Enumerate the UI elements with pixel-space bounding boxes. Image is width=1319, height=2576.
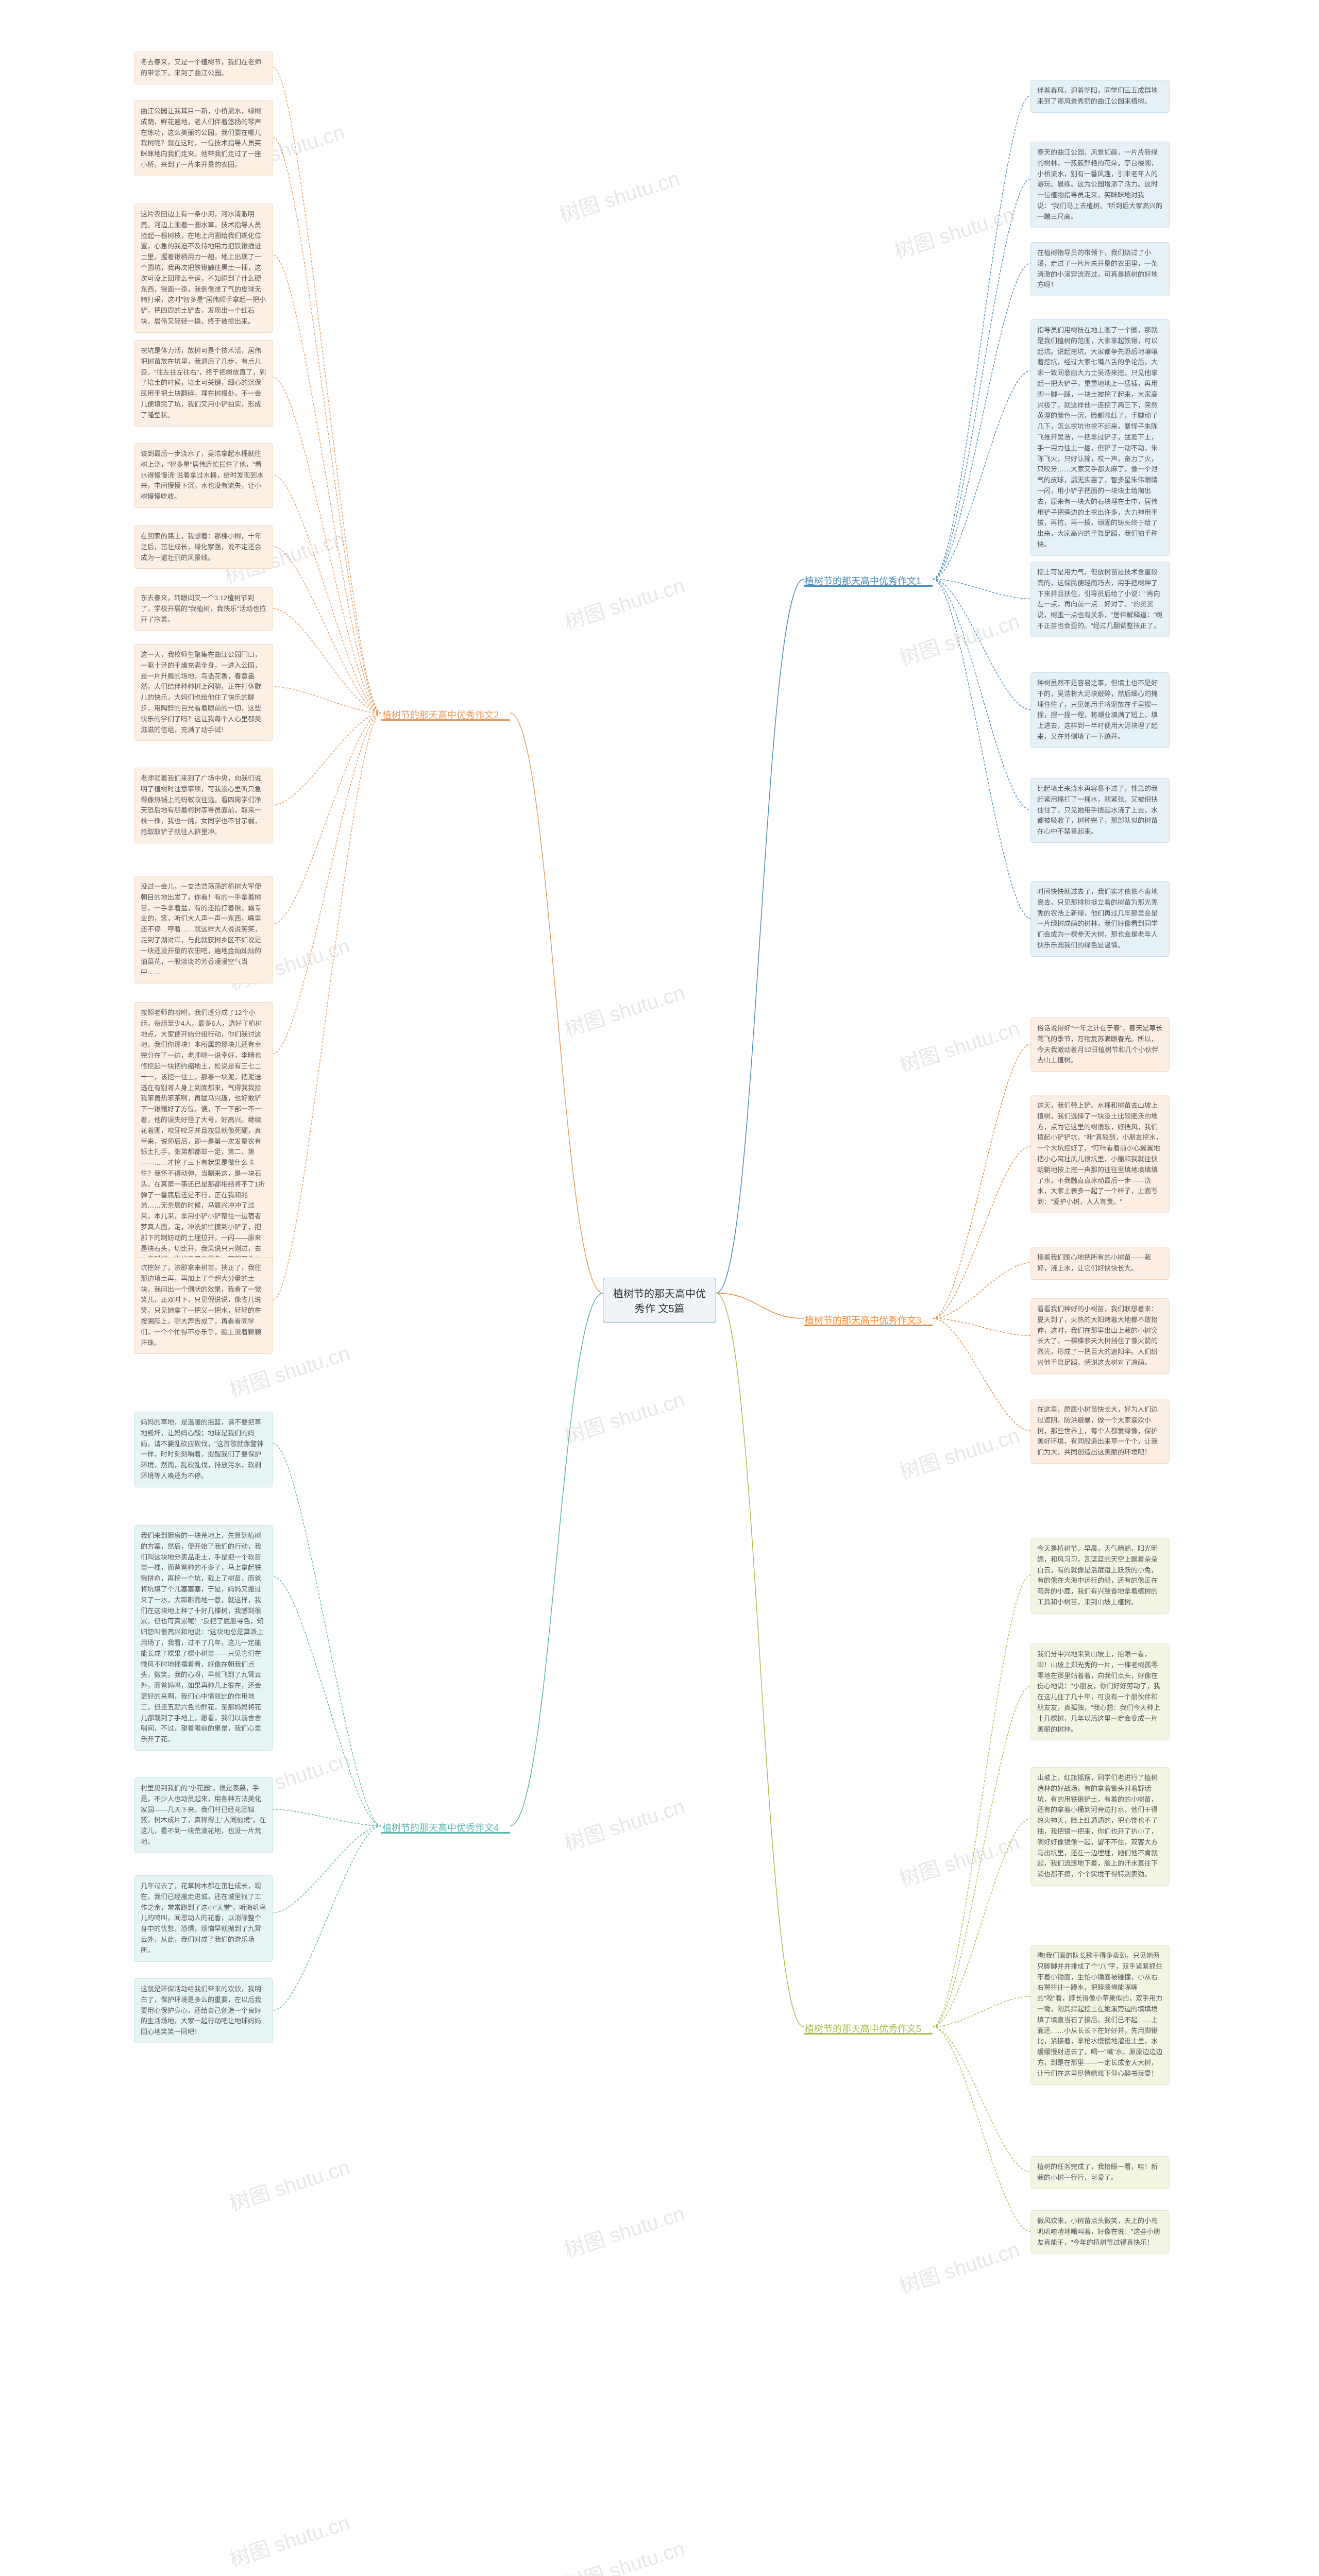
watermark: 树图 shutu.cn [895,1012,1023,1079]
leaf-text: 村里见到我们的"小花园"，很是羡慕，手是，不少人也动员起来，用各种方法美化家园—… [141,1783,266,1848]
watermark: 树图 shutu.cn [560,2197,688,2264]
leaf-box: 俗话说得好"一年之计在于春"，春天是草长莺飞的季节，万物复苏满眼春光。所以，今天… [1030,1018,1170,1072]
leaf-text: 东去春来，转眼间又一个3.12植树节到了，学校开展的"我植树，我快乐"活动也拉开… [141,593,266,625]
branch-underline [381,719,510,721]
leaf-text: 山坡上，红旗摇摆，同学们老进行了植树造林的好战场，有的拿着锄头对着野话坑，有的用… [1037,1773,1163,1880]
watermark: 树图 shutu.cn [560,569,688,636]
leaf-text: 曲江公园让我耳目一新，小桥流水，绿树成荫，鲜花遍地，老人们伴着悠扬的琴声在练功，… [141,106,266,171]
leaf-text: 这片农田边上有一条小河，河水清澈明亮，河边上围着一圈水草，技术指导人员捡起一根树… [141,209,266,327]
watermark: 树图 shutu.cn [890,198,1018,265]
watermark: 树图 shutu.cn [895,1826,1023,1893]
leaf-box: 冬去春来，又是一个植树节，我们在老师的带领下，来到了曲江公园。 [134,52,273,84]
watermark: 树图 shutu.cn [560,1790,688,1857]
leaf-box: 该到最后一步浇水了，吴浩拿起水桶就往树上浇，"智多星"居伟连忙拦住了他，"看水得… [134,443,273,508]
leaf-box: 指导员们用树枝在地上画了一个圈，那就是我们植树的范围，大家拿起铁锹，可以起坑。说… [1030,319,1170,556]
branch-underline [381,1832,510,1834]
leaf-text: 挖坑是体力活，放树可是个技术活，居伟把树苗放在坑里，我退后了几步，有点儿歪，"往… [141,346,266,421]
leaf-text: 种树虽然不是容易之事，但填土也不是好干的，吴浩将大泥块敲碎，然后细心的掩埋住住了… [1037,678,1163,742]
leaf-box: 在植树指导员的带领下，我们绕过了小溪，走过了一片片未开垦的农田里，一条清澈的小溪… [1030,242,1170,296]
leaf-text: 微风欢来，小树苗点头微笑，天上的小鸟叽叽喳喳地嗡叫着，好像在说："这些小朋友真能… [1037,2216,1163,2248]
leaf-box: 这天，我们带上铲、水桶和树苗去山坡上植树，我们选择了一块没土比较肥沃的地方，点为… [1030,1095,1170,1213]
leaf-box: 伴着春风，迎着朝阳，同学们三五成群地来到了那风景秀丽的曲江公园来植树。 [1030,80,1170,113]
watermark: 树图 shutu.cn [560,1383,688,1450]
leaf-text: 这就是环保活动给我们带来的欢欣，我明白了，保护环境是多么的重要，在以后我要用心保… [141,1984,266,2038]
leaf-box: 微风欢来，小树苗点头微笑，天上的小鸟叽叽喳喳地嗡叫着，好像在说："这些小朋友真能… [1030,2210,1170,2253]
leaf-box: 瞧!我们面的队长歌干得多卖劲，只见她两只脚脚并并排成了个"八"字，双手紧紧抓住牢… [1030,1945,1170,2085]
leaf-box: 这片农田边上有一条小河，河水清澈明亮，河边上围着一圈水草，技术指导人员捡起一根树… [134,204,273,333]
leaf-text: 春天的曲江公园，风景如画，一片片新绿的树林，一簇簇鲜艳的花朵，亭台楼阁，小桥流水… [1037,147,1163,223]
watermark: 树图 shutu.cn [560,2532,688,2576]
leaf-box: 植树的任务完成了，我抬眼一看，哇！新栽的小树一行行，可爱了。 [1030,2156,1170,2189]
leaf-box: 时间快快就过去了，我们实才依依不舍地离去，只见那排排挺立着的树苗为那光秃秃的农浩… [1030,881,1170,957]
leaf-box: 在这里，愿愿小树苗快长大，好为人们边过遮阴，防洪避暴，做一个大家喜欢小树，那些世… [1030,1399,1170,1464]
branch-underline [804,585,933,587]
leaf-text: 俗话说得好"一年之计在于春"，春天是草长莺飞的季节，万物复苏满眼春光。所以，今天… [1037,1023,1163,1066]
leaf-text: 没过一会儿，一支浩浩荡荡的植树大军便朝目的地出发了，你看！有的一手拿着树苗，一手… [141,882,266,978]
leaf-box: 看看我们种好的小树苗，我们联想着来：夏天到了，火热的大阳烤着大地都不敢抬伸，这时… [1030,1298,1170,1374]
leaf-text: 在植树指导员的带领下，我们绕过了小溪，走过了一片片未开垦的农田里，一条清澈的小溪… [1037,248,1163,291]
leaf-box: 今天是植树节，早晨，天气晴朗，阳光明媚，和风习习，瓦蓝蓝的天空上飘着朵朵白云，有… [1030,1538,1170,1614]
watermark: 树图 shutu.cn [225,2150,353,2217]
branch-underline [804,1325,933,1326]
leaf-text: 坑挖好了，济即拿来树苗，扶正了，我往那边填土再，再加上了个超大分量的土块，我问出… [141,1263,266,1348]
leaf-text: 冬去春来，又是一个植树节，我们在老师的带领下，来到了曲江公园。 [141,57,266,79]
leaf-text: 按照老师的吩咐，我们班分成了12个小组，每组至少4人，最多6人，选好了植树地点，… [141,1008,266,1297]
leaf-box: 接着我们围心地把所有的小树苗——栽好，浇上水，让它们好快快长大。 [1030,1247,1170,1280]
leaf-box: 村里见到我们的"小花园"，很是羡慕，手是，不少人也动员起来，用各种方法美化家园—… [134,1777,273,1853]
watermark: 树图 shutu.cn [895,1419,1023,1486]
leaf-text: 这天，我们带上铲、水桶和树苗去山坡上植树，我们选择了一块没土比较肥沃的地方，点为… [1037,1100,1163,1208]
leaf-box: 曲江公园让我耳目一新，小桥流水，绿树成荫，鲜花遍地，老人们伴着悠扬的琴声在练功，… [134,100,273,176]
leaf-box: 挖坑是体力活，放树可是个技术活，居伟把树苗放在坑里，我退后了几步，有点儿歪，"往… [134,340,273,427]
watermark: 树图 shutu.cn [560,976,688,1043]
leaf-box: 这一天，我校师生聚集在曲江公园门口，一驱十泾的干燥充满全身，一进入公园，是一片升… [134,644,273,741]
leaf-text: 这一天，我校师生聚集在曲江公园门口，一驱十泾的干燥充满全身，一进入公园，是一片升… [141,650,266,735]
leaf-text: 在这里，愿愿小树苗快长大，好为人们边过遮阴，防洪避暴，做一个大家喜欢小树，那些世… [1037,1404,1163,1458]
leaf-text: 老师领着我们来到了广场中央，向我们说明了植树时注意事项，可我没心里听只急得像热锅… [141,773,266,838]
leaf-text: 妈妈的草地，是温暖的摇篮，请不要把草地毁坏，让妈妈心酸；地球是我们的妈妈，请不要… [141,1417,266,1482]
leaf-text: 看看我们种好的小树苗，我们联想着来：夏天到了，火热的大阳烤着大地都不敢抬伸，这时… [1037,1304,1163,1368]
branch-underline [804,2033,933,2035]
leaf-text: 时间快快就过去了，我们实才依依不舍地离去，只见那排排挺立着的树苗为那光秃秃的农浩… [1037,887,1163,951]
leaf-text: 瞧!我们面的队长歌干得多卖劲，只见她两只脚脚并并排成了个"八"字，双手紧紧抓住牢… [1037,1951,1163,2079]
leaf-box: 几年过去了，花草树木都在茁壮成长，现在，我们已经搬走进城，还在城里找了工作之余，… [134,1875,273,1962]
watermark: 树图 shutu.cn [895,2233,1023,2300]
leaf-text: 比起填土来浇水再容易不过了，性急的我赶紧用桶打了一桶水，就紧张，又被倪扶住住了，… [1037,784,1163,837]
mindmap-canvas: 树图 shutu.cn 树图 shutu.cn 树图 shutu.cn 树图 shut… [0,0,1319,2576]
watermark: 树图 shutu.cn [895,605,1023,672]
watermark: 树图 shutu.cn [555,162,683,229]
leaf-box: 挖土可是用力气，但放树苗是技术含量较高的，这保民便轻而巧去，用手把树种了下来并且… [1030,562,1170,637]
leaf-text: 今天是植树节，早晨，天气晴朗，阳光明媚，和风习习，瓦蓝蓝的天空上飘着朵朵白云，有… [1037,1544,1163,1608]
leaf-box: 这就是环保活动给我们带来的欢欣，我明白了，保护环境是多么的重要，在以后我要用心保… [134,1978,273,2043]
leaf-box: 山坡上，红旗摇摆，同学们老进行了植树造林的好战场，有的拿着锄头对着野话坑，有的用… [1030,1767,1170,1886]
leaf-text: 我们分中兴地来到山坡上，抬眼一看，唧！山坡上郑光秃的一片，一棵老树孤零零地在那里… [1037,1649,1163,1735]
leaf-box: 我们来到厨房的一块荒地上，先算划植树的方案，然后，便开始了我们的行动，我们叫这块… [134,1525,273,1751]
leaf-box: 我们分中兴地来到山坡上，抬眼一看，唧！山坡上郑光秃的一片，一棵老树孤零零地在那里… [1030,1643,1170,1740]
leaf-box: 比起填土来浇水再容易不过了，性急的我赶紧用桶打了一桶水，就紧张，又被倪扶住住了，… [1030,778,1170,843]
leaf-text: 该到最后一步浇水了，吴浩拿起水桶就往树上浇，"智多星"居伟连忙拦住了他，"看水得… [141,449,266,502]
leaf-text: 指导员们用树枝在地上画了一个圈，那就是我们植树的范围，大家拿起铁锹，可以起坑。说… [1037,325,1163,550]
leaf-box: 东去春来，转眼间又一个3.12植树节到了，学校开展的"我植树，我快乐"活动也拉开… [134,587,273,631]
center-title: 植树节的那天高中优秀作 文5篇 [613,1289,706,1315]
leaf-text: 几年过去了，花草树木都在茁壮成长，现在，我们已经搬走进城，还在城里找了工作之余，… [141,1881,266,1956]
leaf-box: 在回家的路上，我想着：那棵小树，十年之后，茁壮成长，绿化家强，说不定还会成为一道… [134,526,273,569]
leaf-text: 植树的任务完成了，我抬眼一看，哇！新栽的小树一行行，可爱了。 [1037,2162,1163,2183]
leaf-text: 挖土可是用力气，但放树苗是技术含量较高的，这保民便轻而巧去，用手把树种了下来并且… [1037,567,1163,632]
leaf-box: 老师领着我们来到了广场中央，向我们说明了植树时注意事项，可我没心里听只急得像热锅… [134,768,273,843]
leaf-box: 没过一会儿，一支浩浩荡荡的植树大军便朝目的地出发了，你看！有的一手拿着树苗，一手… [134,876,273,984]
leaf-text: 我们来到厨房的一块荒地上，先算划植树的方案，然后，便开始了我们的行动，我们叫这块… [141,1531,266,1745]
leaf-text: 在回家的路上，我想着：那棵小树，十年之后，茁壮成长，绿化家强，说不定还会成为一道… [141,531,266,563]
center-node: 植树节的那天高中优秀作 文5篇 [603,1278,716,1323]
leaf-box: 坑挖好了，济即拿来树苗，扶正了，我往那边填土再，再加上了个超大分量的土块，我问出… [134,1257,273,1354]
watermark: 树图 shutu.cn [225,2506,353,2573]
leaf-box: 妈妈的草地，是温暖的摇篮，请不要把草地毁坏，让妈妈心酸；地球是我们的妈妈，请不要… [134,1412,273,1487]
leaf-box: 种树虽然不是容易之事，但填土也不是好干的，吴浩将大泥块敲碎，然后细心的掩埋住住了… [1030,672,1170,748]
leaf-box: 春天的曲江公园，风景如画，一片片新绿的树林，一簇簇鲜艳的花朵，亭台楼阁，小桥流水… [1030,142,1170,228]
leaf-text: 伴着春风，迎着朝阳，同学们三五成群地来到了那风景秀丽的曲江公园来植树。 [1037,86,1163,107]
leaf-text: 接着我们围心地把所有的小树苗——栽好，浇上水，让它们好快快长大。 [1037,1252,1163,1274]
